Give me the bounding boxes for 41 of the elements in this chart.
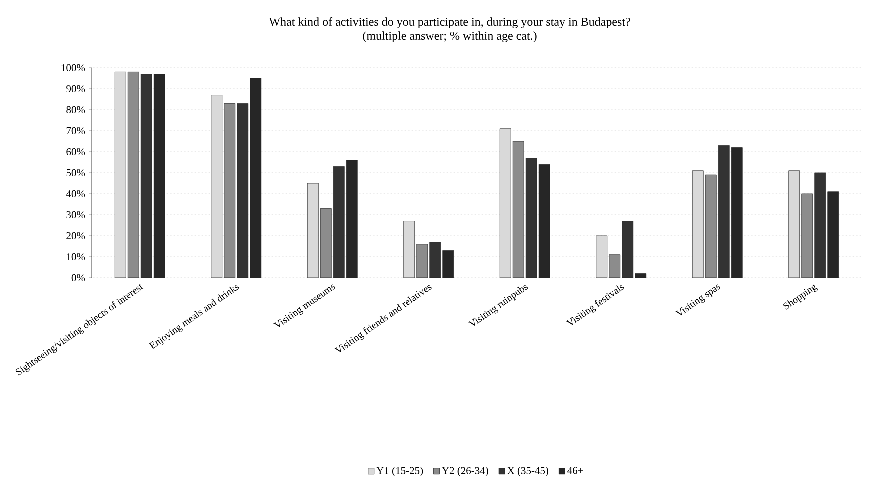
bar <box>609 254 621 278</box>
legend-label: Y1 (15-25) <box>376 466 424 476</box>
y-tick-label: 20% <box>66 232 86 240</box>
bar <box>416 244 428 278</box>
bar <box>788 170 800 278</box>
y-tick-label: 70% <box>66 127 86 135</box>
y-tick-label: 10% <box>67 253 86 261</box>
legend-label: 46+ <box>568 467 584 474</box>
bar <box>500 128 512 278</box>
bar <box>404 221 416 278</box>
y-tick-label: 80% <box>66 106 86 114</box>
y-tick-label: 40% <box>66 190 86 198</box>
bar <box>237 103 249 278</box>
bar <box>814 172 826 278</box>
chart-subtitle: (multiple answer; % within age cat.) <box>363 32 537 43</box>
bar <box>140 74 152 278</box>
bar <box>320 208 332 278</box>
bar <box>114 72 126 278</box>
legend-label: X (35-45) <box>508 466 548 476</box>
y-tick-label: 60% <box>66 148 86 156</box>
bar <box>128 72 140 278</box>
bar <box>802 194 814 278</box>
bar <box>596 236 608 278</box>
y-tick-label: 50% <box>66 169 86 177</box>
bar <box>705 174 717 278</box>
legend-label: Y2 (26-34) <box>442 466 488 476</box>
y-tick-label: 0% <box>72 274 86 282</box>
bar <box>224 103 236 278</box>
bar <box>692 170 704 278</box>
bar <box>307 183 319 278</box>
bar <box>526 158 538 278</box>
bar <box>622 221 634 278</box>
bar <box>211 95 223 278</box>
bar <box>430 242 442 278</box>
bar <box>718 145 730 278</box>
bar <box>333 166 345 278</box>
bar <box>512 141 524 278</box>
y-tick-label: 30% <box>66 211 86 219</box>
y-tick-label: 100% <box>62 64 86 72</box>
chart-title: What kind of activities do you participate in, during your stay in Budapest? <box>269 17 630 29</box>
y-tick-label: 90% <box>66 85 86 93</box>
